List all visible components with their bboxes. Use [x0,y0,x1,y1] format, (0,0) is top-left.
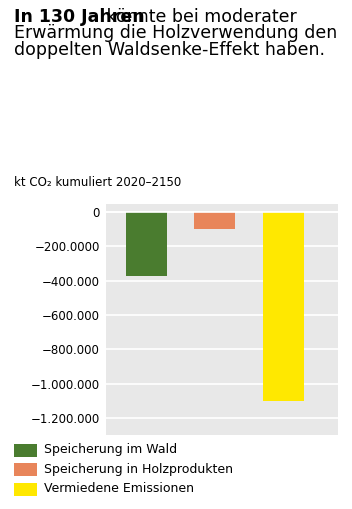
Text: doppelten Waldsenke-Effekt haben.: doppelten Waldsenke-Effekt haben. [14,41,325,59]
Text: Speicherung im Wald: Speicherung im Wald [44,443,177,457]
Text: In 130 Jahren: In 130 Jahren [14,8,145,25]
Text: Vermiedene Emissionen: Vermiedene Emissionen [44,482,194,495]
Bar [126,212,167,276]
Text: Erwärmung die Holzverwendung den: Erwärmung die Holzverwendung den [14,24,337,42]
Text: Speicherung in Holzprodukten: Speicherung in Holzprodukten [44,463,233,476]
Text: könnte bei moderater: könnte bei moderater [101,8,297,25]
Text: kt CO₂ kumuliert 2020–2150: kt CO₂ kumuliert 2020–2150 [14,176,181,189]
Bar [263,212,304,401]
Bar [194,212,235,230]
